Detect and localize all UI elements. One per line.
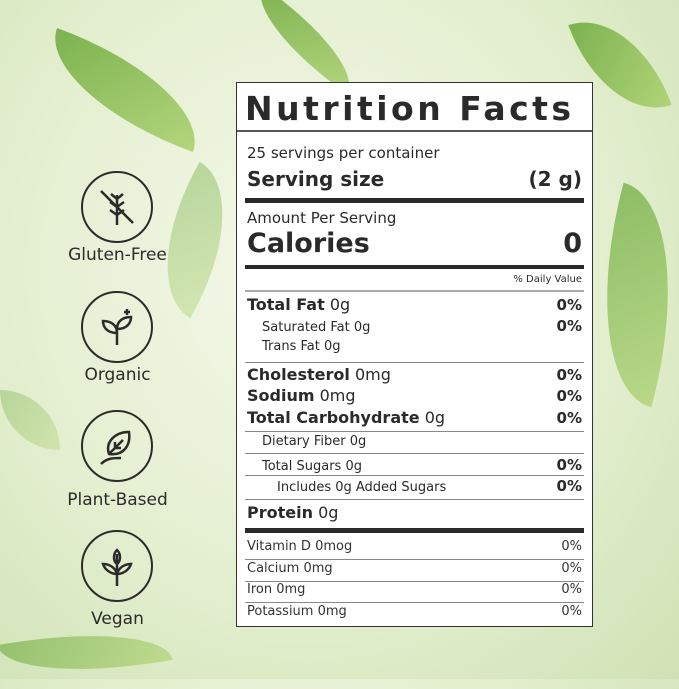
nutrient-amount: 0g bbox=[349, 434, 367, 449]
nutrient-dv: 0% bbox=[556, 366, 582, 384]
nutrient-row: Trans Fat 0g bbox=[247, 339, 582, 354]
nutrient-amount: 0g bbox=[424, 408, 446, 427]
nutrient-dv: 0% bbox=[556, 296, 582, 314]
serving-size-label: Serving size bbox=[247, 167, 385, 191]
nutrient-amount: 0g bbox=[318, 503, 339, 522]
vitamin-text: Potassium 0mg bbox=[247, 603, 347, 619]
nutrient-dv: 0% bbox=[556, 409, 582, 427]
nutrient-row: Total Carbohydrate 0g 0% bbox=[247, 408, 582, 427]
nutrient-row: Saturated Fat 0g 0% bbox=[247, 317, 582, 335]
divider bbox=[245, 580, 584, 582]
nutrient-name: Includes 0g Added Sugars bbox=[277, 480, 447, 495]
nutrient-amount: 0g bbox=[323, 339, 341, 354]
amount-per-serving: Amount Per Serving bbox=[247, 209, 397, 227]
vitamin-dv: 0% bbox=[561, 560, 582, 576]
vitamin-dv: 0% bbox=[561, 582, 582, 597]
label-title: Nutrition Facts bbox=[245, 89, 575, 128]
nutrient-name: Dietary Fiber bbox=[262, 434, 346, 449]
divider bbox=[245, 453, 584, 454]
nutrient-amount: 0g bbox=[353, 320, 371, 335]
nutrient-name: Saturated Fat bbox=[262, 320, 350, 335]
vitamin-text: Calcium 0mg bbox=[247, 560, 333, 576]
serving-size-row: Serving size (2 g) bbox=[247, 167, 582, 191]
nutrient-name: Trans Fat bbox=[262, 339, 320, 354]
nutrient-row: Total Fat 0g 0% bbox=[247, 295, 582, 314]
leaf-in-hand-icon bbox=[100, 430, 131, 465]
badge-label: Organic bbox=[84, 365, 151, 385]
leaf-decoration bbox=[240, 0, 370, 94]
nutrient-dv: 0% bbox=[556, 477, 582, 495]
serving-size-value: (2 g) bbox=[528, 167, 582, 191]
nutrient-amount: 0mg bbox=[319, 386, 356, 405]
calories-value: 0 bbox=[563, 228, 582, 259]
nutrient-name: Protein bbox=[247, 503, 313, 522]
nutrient-amount: 0mg bbox=[354, 365, 391, 384]
nutrient-row: Cholesterol 0mg 0% bbox=[247, 365, 582, 384]
vitamin-text: Iron 0mg bbox=[247, 582, 306, 597]
badge-label: Gluten-Free bbox=[68, 245, 167, 265]
nutrient-name: Total Sugars bbox=[262, 459, 342, 474]
wheat-crossed-icon bbox=[100, 190, 134, 225]
leaf-decoration bbox=[33, 28, 217, 152]
nutrient-name: Sodium bbox=[247, 386, 315, 405]
nutrient-dv: 0% bbox=[556, 317, 582, 335]
nutrient-name: Total Carbohydrate bbox=[247, 408, 420, 427]
daily-value-header: % Daily Value bbox=[513, 274, 582, 285]
divider bbox=[245, 559, 584, 560]
nutrient-dv: 0% bbox=[556, 387, 582, 405]
nutrient-amount: 0g bbox=[329, 295, 351, 314]
vitamin-row: Iron 0mg 0% bbox=[247, 582, 582, 597]
calories-label: Calories bbox=[247, 228, 370, 259]
nutrient-row: Total Sugars 0g 0% bbox=[247, 456, 582, 474]
sprout-sparkle-icon bbox=[101, 309, 133, 345]
vitamin-row: Vitamin D 0mog 0% bbox=[247, 539, 582, 554]
vitamin-row: Calcium 0mg 0% bbox=[247, 561, 582, 576]
organic-badge bbox=[81, 291, 153, 363]
plant-based-badge bbox=[81, 410, 153, 482]
divider bbox=[245, 602, 584, 603]
gluten-free-badge bbox=[81, 171, 153, 243]
nutrient-dv: 0% bbox=[556, 456, 582, 474]
servings-per-container: 25 servings per container bbox=[247, 144, 440, 162]
nutrient-row: Sodium 0mg 0% bbox=[247, 386, 582, 405]
nutrient-amount: 0g bbox=[345, 459, 362, 474]
nutrient-row: Dietary Fiber 0g bbox=[247, 434, 582, 449]
plant-icon bbox=[101, 548, 133, 586]
vitamin-dv: 0% bbox=[561, 603, 582, 619]
nutrient-name: Cholesterol bbox=[247, 365, 350, 384]
vegan-badge bbox=[81, 530, 153, 602]
badge-label: Vegan bbox=[91, 609, 144, 629]
nutrition-facts-label: Nutrition Facts 25 servings per containe… bbox=[236, 82, 593, 627]
divider bbox=[245, 475, 584, 476]
nutrient-name: Total Fat bbox=[247, 295, 325, 314]
nutrient-row: Includes 0g Added Sugars 0% bbox=[247, 477, 582, 495]
divider bbox=[245, 431, 584, 432]
vitamin-text: Vitamin D 0mog bbox=[247, 539, 353, 554]
badge-label: Plant-Based bbox=[67, 490, 168, 510]
divider bbox=[245, 362, 584, 363]
leaf-decoration bbox=[0, 390, 60, 450]
vitamin-dv: 0% bbox=[561, 539, 582, 554]
nutrient-row: Protein 0g bbox=[247, 503, 582, 522]
calories-row: Calories 0 bbox=[247, 228, 582, 259]
vitamin-row: Potassium 0mg 0% bbox=[247, 604, 582, 619]
divider bbox=[245, 499, 584, 500]
